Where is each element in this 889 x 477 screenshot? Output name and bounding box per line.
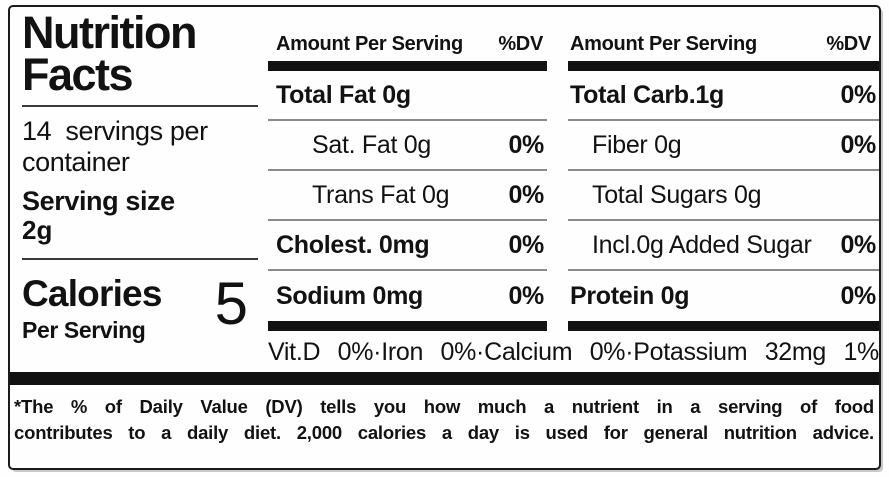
nutrient-row-trans-fat: Trans Fat 0g 0% xyxy=(268,171,547,221)
dv-header: %DV xyxy=(826,33,871,55)
servings-per-container: 14 servings per container xyxy=(22,115,208,177)
micronutrients-row: Vit.D 0%·Iron 0%·Calcium 0%·Potassium 32… xyxy=(268,338,879,366)
divider-line xyxy=(22,104,258,107)
thick-bar xyxy=(568,321,879,331)
nutrient-label: Fiber 0g xyxy=(592,130,682,159)
nutrient-dv: 0% xyxy=(508,130,544,159)
nutrient-dv: 0% xyxy=(840,80,876,109)
nutrient-label: Trans Fat 0g xyxy=(312,180,450,209)
calories-value: 5 xyxy=(214,270,248,338)
nutrient-label: Total Sugars 0g xyxy=(592,180,762,209)
calories-label: Calories xyxy=(22,273,162,315)
nutrient-label: Protein 0g xyxy=(570,281,690,310)
label-left-panel: Nutrition Facts 14 servings per containe… xyxy=(22,7,258,344)
nutrient-label: Incl.0g Added Sugar xyxy=(592,230,812,259)
thick-bar xyxy=(268,61,547,71)
nutrient-row-cholesterol: Cholest. 0mg 0% xyxy=(268,221,547,271)
thick-bar xyxy=(268,321,547,331)
nutrient-dv: 0% xyxy=(840,230,876,259)
nutrient-row-fiber: Fiber 0g 0% xyxy=(568,121,879,171)
calories-section: Calories Per Serving 5 xyxy=(22,270,258,344)
nutrient-row-total-fat: Total Fat 0g xyxy=(268,71,547,121)
carb-protein-column: Amount Per Serving %DV Total Carb.1g 0% … xyxy=(568,30,879,331)
amount-per-serving-header: Amount Per Serving xyxy=(570,33,757,55)
nutrient-label: Sat. Fat 0g xyxy=(312,130,431,159)
serving-size-label: Serving size xyxy=(22,185,175,216)
footnote-line-1: *The % of Daily Value (DV) tells you how… xyxy=(14,396,874,417)
fat-sodium-column: Amount Per Serving %DV Total Fat 0g Sat.… xyxy=(268,30,547,331)
column-header: Amount Per Serving %DV xyxy=(568,30,879,61)
footnote-line-2: contributes to a daily diet. 2,000 calor… xyxy=(14,421,874,443)
thick-bar xyxy=(568,61,879,71)
nutrient-dv: 0% xyxy=(508,230,544,259)
calories-text-block: Calories Per Serving xyxy=(22,275,162,344)
nutrient-row-added-sugar: Incl.0g Added Sugar 0% xyxy=(568,221,879,271)
amount-per-serving-header: Amount Per Serving xyxy=(276,33,463,55)
title-line-2: Facts xyxy=(22,48,134,100)
divider-line xyxy=(22,258,258,261)
nutrient-row-protein: Protein 0g 0% xyxy=(568,271,879,321)
nutrient-label: Sodium 0mg xyxy=(276,281,424,310)
dv-header: %DV xyxy=(498,33,543,55)
nutrient-row-total-carb: Total Carb.1g 0% xyxy=(568,71,879,121)
nutrient-dv: 0% xyxy=(508,180,544,209)
serving-size-value: 2g xyxy=(22,215,53,246)
nutrient-label: Cholest. 0mg xyxy=(276,230,430,259)
nutrient-dv: 0% xyxy=(840,281,876,310)
footnote-separator-bar xyxy=(10,372,879,385)
nutrition-facts-title: Nutrition Facts xyxy=(22,7,258,100)
nutrient-row-sat-fat: Sat. Fat 0g 0% xyxy=(268,121,547,171)
nutrient-row-sodium: Sodium 0mg 0% xyxy=(268,271,547,321)
label-border xyxy=(8,5,881,470)
nutrient-row-total-sugars: Total Sugars 0g xyxy=(568,171,879,221)
nutrient-label: Total Fat 0g xyxy=(276,80,411,109)
nutrient-label: Total Carb.1g xyxy=(570,80,724,109)
footnote-text: *The % of Daily Value (DV) tells you how… xyxy=(14,394,874,446)
column-header: Amount Per Serving %DV xyxy=(268,30,547,61)
title-line-1: Nutrition xyxy=(22,7,197,58)
calories-sublabel: Per Serving xyxy=(22,317,146,344)
nutrient-dv: 0% xyxy=(840,130,876,159)
nutrient-dv: 0% xyxy=(508,281,544,310)
